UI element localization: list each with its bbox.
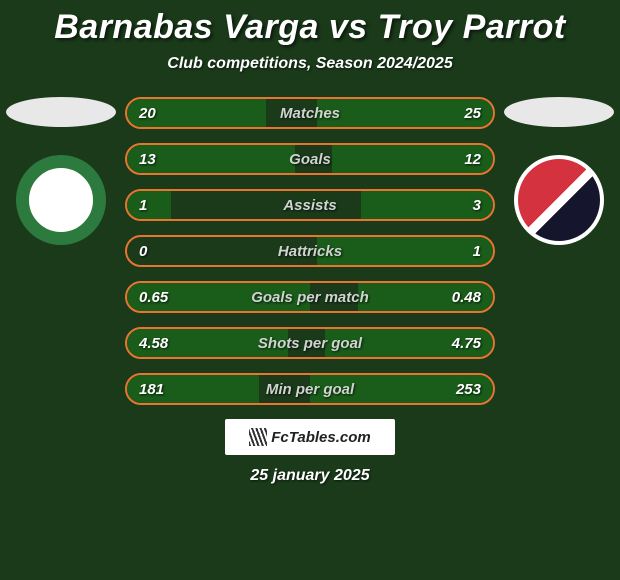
stat-label: Matches [187,105,433,122]
stat-value-left: 13 [127,151,187,168]
stat-rows: 20Matches2513Goals121Assists30Hattricks1… [125,97,495,405]
stat-value-left: 181 [127,381,187,398]
stat-label: Goals per match [187,289,433,306]
stat-value-right: 25 [433,105,493,122]
stat-value-right: 12 [433,151,493,168]
stat-value-left: 0 [127,243,187,260]
page-subtitle: Club competitions, Season 2024/2025 [0,55,620,73]
stat-row: 13Goals12 [125,143,495,175]
club-badge-left [16,155,106,245]
club-badge-right [514,155,604,245]
stat-row: 0Hattricks1 [125,235,495,267]
player-right-avatar [504,97,614,127]
stat-value-right: 3 [433,197,493,214]
stat-row: 1Assists3 [125,189,495,221]
brand-icon [249,428,267,446]
stat-value-right: 4.75 [433,335,493,352]
stat-value-right: 0.48 [433,289,493,306]
player-left-avatar [6,97,116,127]
stat-value-left: 1 [127,197,187,214]
stat-value-left: 20 [127,105,187,122]
stat-label: Min per goal [187,381,433,398]
brand-badge[interactable]: FcTables.com [225,419,395,455]
stat-value-left: 0.65 [127,289,187,306]
stat-row: 181Min per goal253 [125,373,495,405]
stat-label: Shots per goal [187,335,433,352]
stat-label: Hattricks [187,243,433,260]
stat-label: Assists [187,197,433,214]
stat-row: 20Matches25 [125,97,495,129]
comparison-panel: 20Matches2513Goals121Assists30Hattricks1… [0,97,620,485]
stat-value-right: 1 [433,243,493,260]
stat-row: 0.65Goals per match0.48 [125,281,495,313]
stat-label: Goals [187,151,433,168]
stat-row: 4.58Shots per goal4.75 [125,327,495,359]
page-title: Barnabas Varga vs Troy Parrot [0,0,620,47]
stat-value-left: 4.58 [127,335,187,352]
stat-value-right: 253 [433,381,493,398]
brand-text: FcTables.com [271,429,370,446]
footer-date: 25 january 2025 [0,467,620,485]
